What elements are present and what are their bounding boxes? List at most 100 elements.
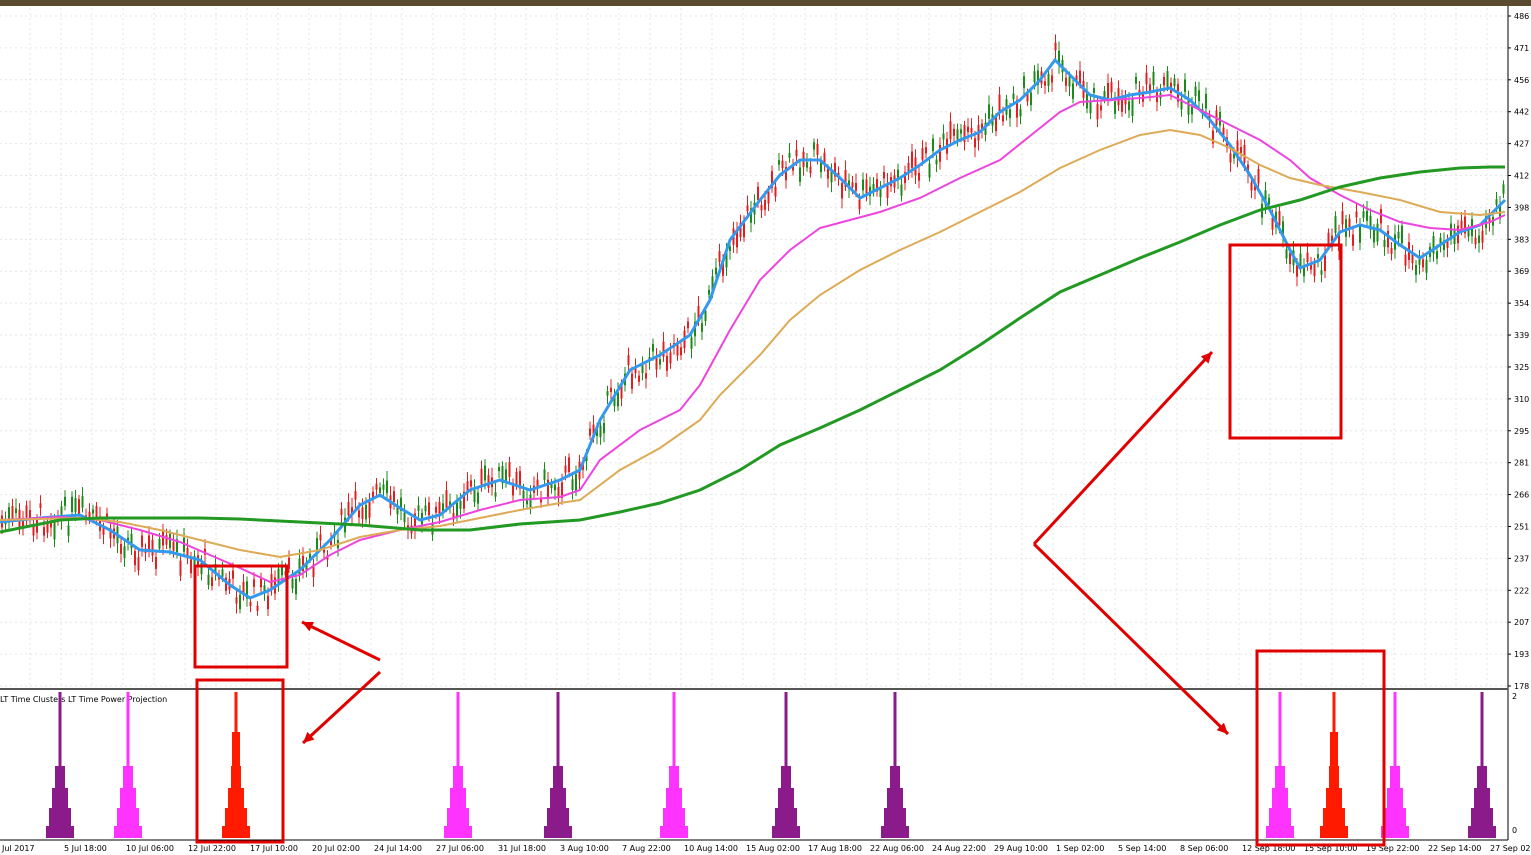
candle-body bbox=[764, 199, 766, 210]
candle-body bbox=[1110, 82, 1113, 93]
time-tick-label: 17 Aug 18:00 bbox=[808, 844, 862, 853]
candle-body bbox=[1334, 216, 1337, 233]
candle-body bbox=[883, 172, 885, 179]
candle-body bbox=[536, 479, 539, 487]
candle-body bbox=[1166, 71, 1169, 87]
candle-body bbox=[487, 475, 490, 488]
highlight-box bbox=[1255, 649, 1386, 847]
candle-body bbox=[1068, 76, 1071, 87]
candle-body bbox=[1310, 264, 1312, 270]
candle-body bbox=[1380, 208, 1382, 224]
cluster-bar bbox=[1477, 766, 1487, 838]
candle-body bbox=[547, 479, 549, 497]
candle-body bbox=[1229, 153, 1232, 163]
time-tick-label: 27 Jul 06:00 bbox=[436, 844, 484, 853]
candle-body bbox=[351, 507, 353, 515]
cluster-spike bbox=[1278, 692, 1282, 838]
candle-body bbox=[1163, 77, 1165, 86]
candle-body bbox=[365, 504, 367, 520]
candle-body bbox=[1439, 237, 1442, 245]
time-tick-label: 19 Sep 22:00 bbox=[1366, 844, 1419, 853]
candle-body bbox=[1128, 101, 1130, 111]
candle-body bbox=[746, 205, 749, 212]
cluster-spike bbox=[58, 692, 62, 838]
price-tick-label: 178 bbox=[1514, 682, 1529, 691]
candle-body bbox=[606, 391, 609, 396]
candle-body bbox=[449, 501, 451, 508]
candle-body bbox=[659, 359, 661, 365]
candle-body bbox=[1257, 168, 1260, 184]
cluster-bar bbox=[890, 766, 900, 838]
arrow-line bbox=[1032, 542, 1230, 736]
candle-body bbox=[932, 138, 934, 152]
candle-body bbox=[1051, 75, 1053, 83]
candle-body bbox=[1103, 91, 1106, 99]
candle-body bbox=[200, 562, 203, 575]
candle-body bbox=[445, 490, 448, 508]
candle-body bbox=[1243, 144, 1246, 163]
candle-body bbox=[1212, 130, 1214, 144]
candle-body bbox=[8, 507, 10, 523]
candle-body bbox=[1145, 72, 1148, 85]
candle-body bbox=[788, 152, 791, 158]
candle-body bbox=[494, 492, 497, 497]
candle-body bbox=[592, 424, 595, 439]
candle-body bbox=[263, 585, 266, 594]
cluster-bar bbox=[453, 766, 463, 838]
candle-body bbox=[652, 344, 654, 352]
price-tick-label: 325 bbox=[1514, 363, 1529, 372]
candle-body bbox=[1324, 255, 1326, 272]
candle-body bbox=[1285, 249, 1288, 259]
candle-body bbox=[571, 479, 574, 491]
price-tick-label: 193 bbox=[1514, 650, 1529, 659]
candle-body bbox=[799, 167, 801, 182]
candle-body bbox=[900, 184, 903, 196]
candle-body bbox=[1366, 210, 1368, 221]
candle-body bbox=[655, 356, 658, 370]
candle-body bbox=[1194, 86, 1197, 97]
candle-body bbox=[186, 548, 189, 557]
candle-body bbox=[1149, 84, 1151, 94]
candle-body bbox=[393, 491, 395, 502]
candle-body bbox=[1180, 98, 1183, 110]
candle-body bbox=[1019, 109, 1022, 117]
candle-body bbox=[417, 505, 420, 511]
cluster-spike bbox=[556, 692, 560, 838]
candle-body bbox=[599, 425, 602, 438]
candle-body bbox=[820, 161, 822, 173]
candle-body bbox=[141, 535, 143, 547]
candle-body bbox=[1404, 254, 1407, 266]
candle-body bbox=[1376, 223, 1379, 242]
time-tick-label: 5 Sep 14:00 bbox=[1118, 844, 1166, 853]
candle-body bbox=[823, 152, 826, 164]
candle-body bbox=[1341, 211, 1344, 225]
candle-body bbox=[557, 486, 560, 497]
candle-body bbox=[438, 502, 441, 515]
candle-body bbox=[515, 471, 518, 485]
candle-body bbox=[561, 482, 563, 498]
price-tick-label: 412 bbox=[1514, 172, 1529, 181]
time-tick-label: 10 Jul 06:00 bbox=[126, 844, 174, 853]
candle-body bbox=[610, 387, 612, 392]
candle-body bbox=[1362, 211, 1365, 218]
cluster-spike bbox=[456, 692, 460, 838]
candle-body bbox=[459, 500, 462, 509]
cluster-bar bbox=[1390, 766, 1400, 838]
candle-body bbox=[806, 162, 808, 168]
ma-line bbox=[0, 165, 1505, 534]
candle-body bbox=[743, 223, 745, 238]
candle-body bbox=[792, 164, 794, 171]
candle-body bbox=[582, 464, 584, 470]
price-tick-label: 266 bbox=[1514, 491, 1529, 500]
candle-body bbox=[1499, 204, 1501, 219]
candle-body bbox=[526, 498, 528, 505]
candle-body bbox=[428, 502, 430, 516]
candle-body bbox=[631, 373, 633, 389]
candle-body bbox=[123, 546, 126, 558]
candle-body bbox=[960, 129, 962, 134]
candle-body bbox=[1107, 82, 1109, 98]
candle-body bbox=[627, 355, 630, 365]
candle-body bbox=[1355, 211, 1358, 218]
cluster-bar bbox=[553, 766, 563, 838]
candle-body bbox=[1236, 140, 1239, 159]
